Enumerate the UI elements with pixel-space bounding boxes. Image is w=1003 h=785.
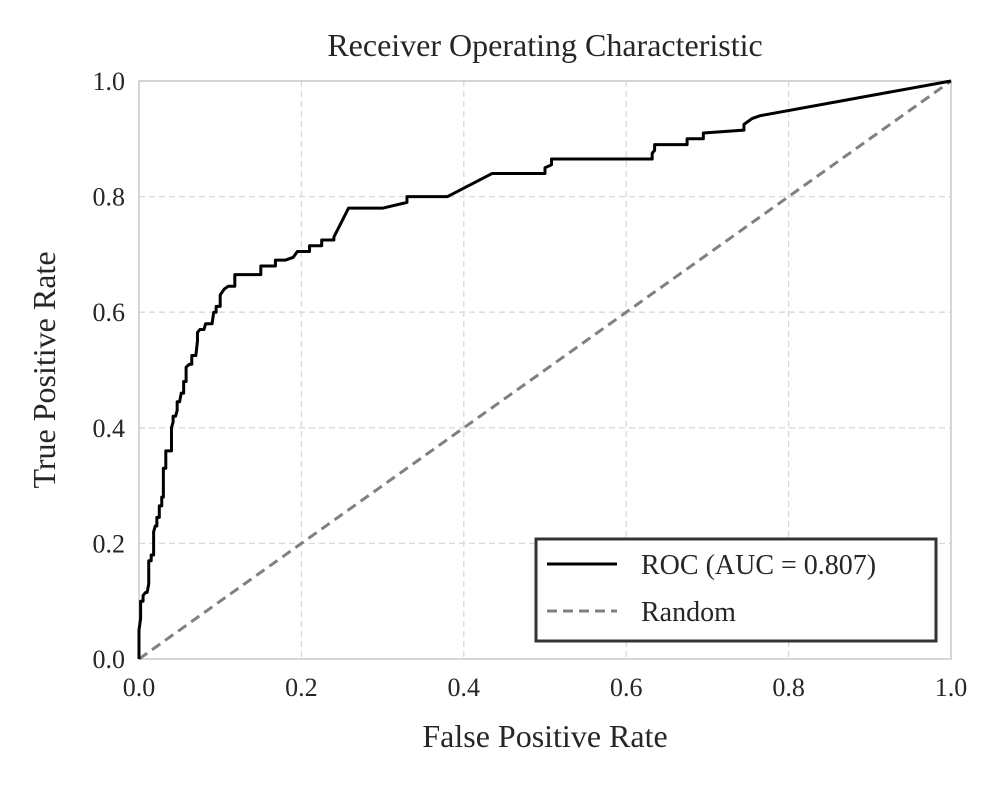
x-tick-label: 0.6 xyxy=(610,673,643,702)
y-axis-label: True Positive Rate xyxy=(26,251,62,488)
y-tick-label: 1.0 xyxy=(93,67,126,96)
legend: ROC (AUC = 0.807) Random xyxy=(534,537,938,643)
x-tick-label: 0.4 xyxy=(448,673,481,702)
y-tick-label: 0.8 xyxy=(93,183,126,212)
x-axis-label: False Positive Rate xyxy=(422,718,667,754)
tick-labels: 0.0 0.2 0.4 0.6 0.8 1.0 0.0 0.2 0.4 0.6 0.8 1.0 xyxy=(93,67,968,702)
legend-roc-label: ROC (AUC = 0.807) xyxy=(641,550,876,581)
random-baseline-line xyxy=(138,79,952,661)
x-tick-label: 0.2 xyxy=(285,673,318,702)
plot-frame xyxy=(138,80,952,660)
x-tick-label: 0.8 xyxy=(772,673,805,702)
roc-curve-line xyxy=(137,79,952,659)
y-tick-label: 0.6 xyxy=(93,298,126,327)
y-tick-label: 0.0 xyxy=(93,645,126,674)
x-tick-label: 0.0 xyxy=(123,673,156,702)
y-tick-label: 0.2 xyxy=(93,529,126,558)
chart-title: Receiver Operating Characteristic xyxy=(327,27,762,63)
legend-box xyxy=(534,537,938,643)
y-tick-label: 0.4 xyxy=(93,414,126,443)
series-layer xyxy=(137,79,952,661)
x-tick-label: 1.0 xyxy=(935,673,968,702)
legend-random-label: Random xyxy=(641,597,736,628)
